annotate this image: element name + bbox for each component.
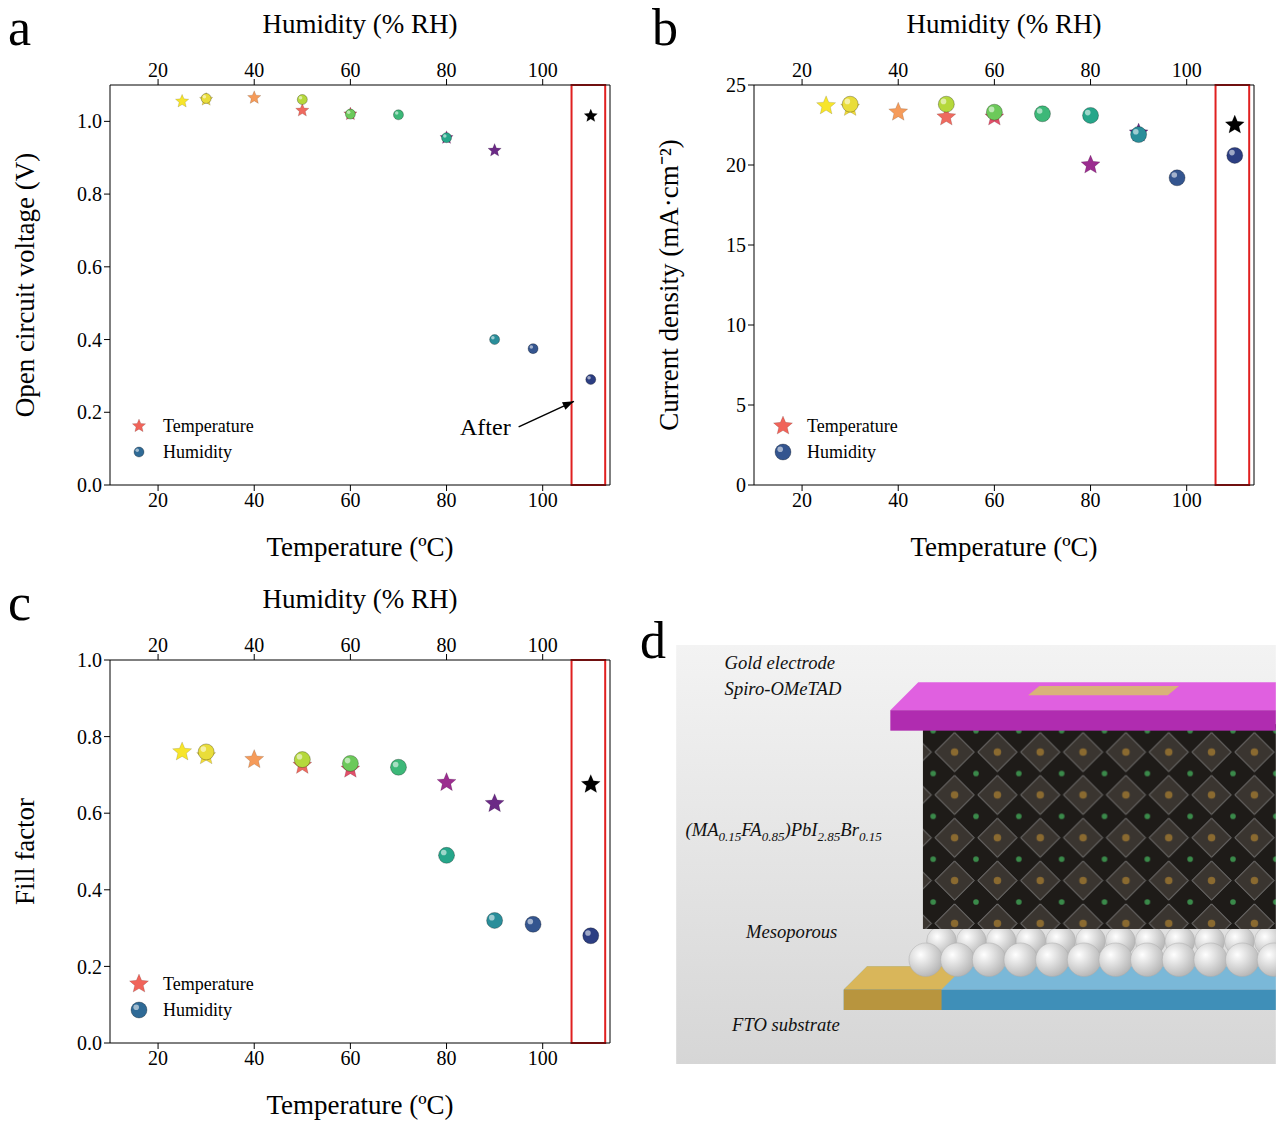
svg-text:60: 60	[340, 489, 360, 511]
svg-text:25: 25	[726, 74, 746, 96]
svg-text:10: 10	[726, 314, 746, 336]
svg-text:100: 100	[528, 1047, 558, 1069]
svg-text:Open circuit voltage (V): Open circuit voltage (V)	[10, 153, 40, 418]
html-text:Humidity: Humidity	[163, 999, 232, 1020]
svg-text:FTO substrate: FTO substrate	[731, 1014, 840, 1035]
html-text:a: a	[8, 0, 32, 56]
svg-text:20: 20	[148, 489, 168, 511]
svg-text:20: 20	[148, 59, 168, 81]
svg-text:Mesoporous: Mesoporous	[745, 921, 837, 942]
svg-text:60: 60	[340, 59, 360, 81]
svg-text:0.4: 0.4	[77, 879, 102, 901]
svg-text:80: 80	[1081, 489, 1101, 511]
html-text:c: c	[8, 574, 32, 631]
svg-text:20: 20	[792, 489, 812, 511]
html-text:Temperature: Temperature	[163, 415, 254, 436]
svg-text:40: 40	[888, 59, 908, 81]
svg-text:40: 40	[244, 489, 264, 511]
svg-text:(MA0.15FA0.85)PbI2.85Br0.15: (MA0.15FA0.85)PbI2.85Br0.15	[685, 819, 882, 844]
svg-text:80: 80	[437, 1047, 457, 1069]
svg-text:80: 80	[437, 59, 457, 81]
svg-text:Spiro-OMeTAD: Spiro-OMeTAD	[725, 678, 842, 699]
svg-text:After: After	[460, 414, 511, 440]
svg-text:Temperature (ºC): Temperature (ºC)	[266, 532, 453, 562]
html-text:Temperature: Temperature	[807, 415, 898, 436]
svg-text:60: 60	[984, 489, 1004, 511]
svg-text:Humidity (% RH): Humidity (% RH)	[263, 9, 458, 39]
svg-text:80: 80	[437, 489, 457, 511]
svg-text:60: 60	[340, 634, 360, 656]
html-text:d: d	[640, 612, 666, 669]
svg-text:100: 100	[528, 59, 558, 81]
html-text:b: b	[652, 0, 678, 56]
svg-text:0.4: 0.4	[77, 329, 102, 351]
svg-text:40: 40	[244, 1047, 264, 1069]
svg-text:0.6: 0.6	[77, 802, 102, 824]
svg-text:20: 20	[792, 59, 812, 81]
svg-text:100: 100	[528, 489, 558, 511]
svg-text:0.8: 0.8	[77, 183, 102, 205]
html-text:Humidity: Humidity	[807, 441, 876, 462]
svg-text:Temperature (ºC): Temperature (ºC)	[910, 532, 1097, 562]
svg-text:80: 80	[437, 634, 457, 656]
svg-text:60: 60	[340, 1047, 360, 1069]
svg-text:Gold electrode: Gold electrode	[725, 652, 835, 673]
svg-text:0.6: 0.6	[77, 256, 102, 278]
svg-text:0.0: 0.0	[77, 1032, 102, 1054]
svg-text:80: 80	[1081, 59, 1101, 81]
svg-text:40: 40	[244, 59, 264, 81]
svg-text:20: 20	[726, 154, 746, 176]
svg-text:100: 100	[1172, 59, 1202, 81]
svg-text:Humidity (% RH): Humidity (% RH)	[263, 584, 458, 614]
svg-text:0.8: 0.8	[77, 726, 102, 748]
html-text:Temperature: Temperature	[163, 973, 254, 994]
svg-text:Humidity (% RH): Humidity (% RH)	[907, 9, 1102, 39]
svg-text:Fill factor: Fill factor	[10, 798, 40, 905]
svg-text:15: 15	[726, 234, 746, 256]
svg-text:100: 100	[528, 634, 558, 656]
svg-text:20: 20	[148, 1047, 168, 1069]
svg-text:Current density (mA·cm⁻²): Current density (mA·cm⁻²)	[654, 139, 684, 431]
svg-text:40: 40	[244, 634, 264, 656]
svg-text:1.0: 1.0	[77, 649, 102, 671]
svg-text:40: 40	[888, 489, 908, 511]
svg-text:5: 5	[736, 394, 746, 416]
svg-text:60: 60	[984, 59, 1004, 81]
svg-text:0.0: 0.0	[77, 474, 102, 496]
svg-text:0.2: 0.2	[77, 956, 102, 978]
svg-text:0: 0	[736, 474, 746, 496]
html-text:Humidity: Humidity	[163, 441, 232, 462]
svg-text:Temperature (ºC): Temperature (ºC)	[266, 1090, 453, 1120]
svg-text:1.0: 1.0	[77, 110, 102, 132]
svg-text:20: 20	[148, 634, 168, 656]
svg-text:100: 100	[1172, 489, 1202, 511]
svg-text:0.2: 0.2	[77, 401, 102, 423]
